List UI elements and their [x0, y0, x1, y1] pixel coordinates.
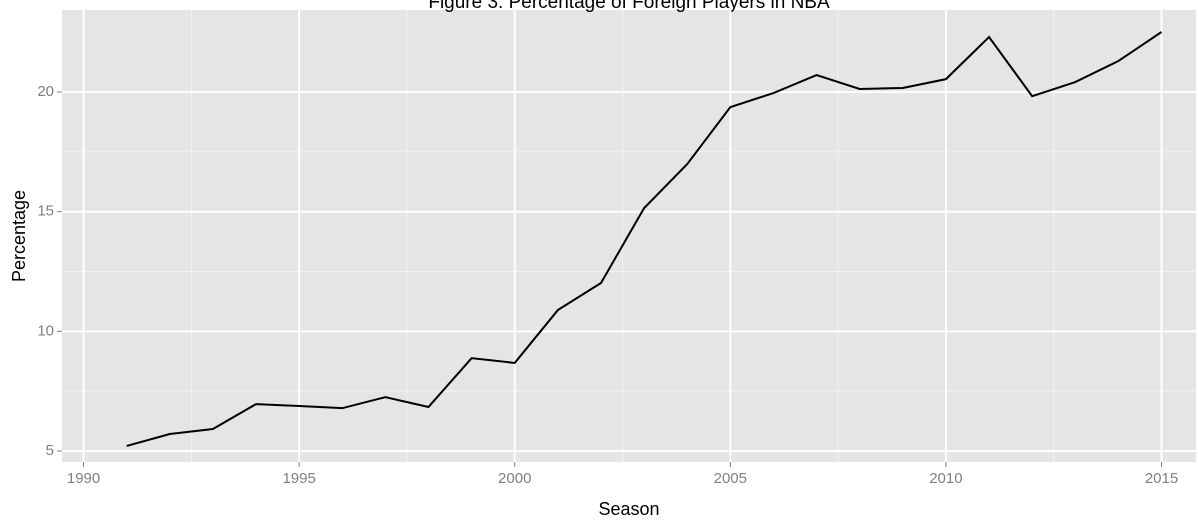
x-tick-label: 2005	[714, 470, 747, 487]
x-tick-label: 2000	[498, 470, 531, 487]
chart-title: Figure 3: Percentage of Foreign Players …	[428, 0, 830, 13]
y-tick-label: 5	[46, 442, 54, 459]
x-axis-title: Season	[598, 499, 659, 519]
grid	[62, 10, 1196, 462]
y-axis-title: Percentage	[9, 190, 29, 282]
x-tick-label: 2015	[1145, 470, 1178, 487]
y-tick-label: 20	[37, 83, 54, 100]
x-tick-label: 2010	[929, 470, 962, 487]
x-tick-label: 1990	[67, 470, 100, 487]
x-tick-label: 1995	[282, 470, 315, 487]
data-line	[126, 31, 1163, 447]
y-tick-label: 15	[37, 203, 54, 220]
y-tick-label: 10	[37, 322, 54, 339]
